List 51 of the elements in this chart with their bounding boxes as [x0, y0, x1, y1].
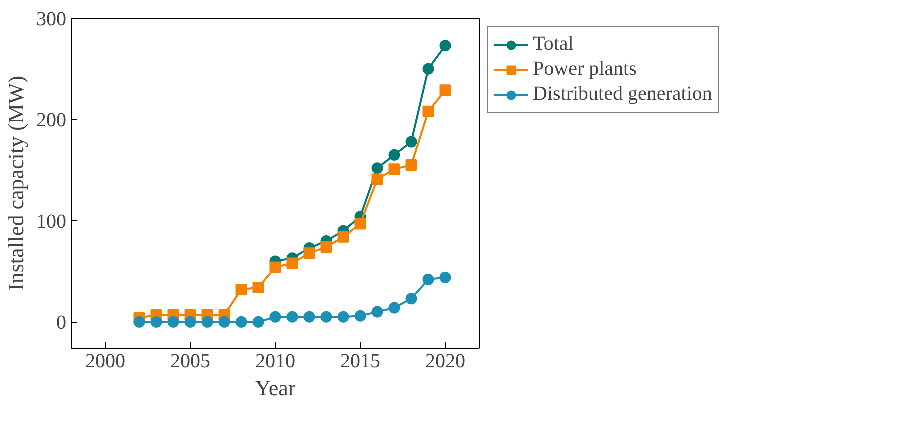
point [354, 218, 366, 230]
point [236, 284, 248, 296]
point [202, 316, 214, 328]
point [422, 274, 434, 286]
point [320, 242, 332, 254]
y-tick-label: 0 [56, 312, 66, 334]
legend-label: Distributed generation [533, 83, 712, 106]
x-tick-label: 2015 [340, 350, 380, 372]
point [320, 311, 332, 323]
point [406, 293, 418, 305]
point [304, 248, 316, 260]
x-tick-label: 2005 [170, 350, 210, 372]
point [338, 311, 350, 323]
point [236, 316, 248, 328]
x-tick-label: 2010 [256, 350, 296, 372]
point [270, 311, 282, 323]
point [168, 316, 180, 328]
point [388, 164, 400, 176]
y-tick-label: 200 [36, 110, 66, 132]
point [134, 316, 146, 328]
point [440, 40, 452, 52]
point [286, 258, 298, 270]
point [252, 282, 264, 294]
x-tick-label: 2020 [426, 350, 466, 372]
y-tick-label: 100 [36, 210, 66, 233]
point [150, 316, 162, 328]
point [406, 160, 418, 172]
point [388, 302, 400, 314]
point [372, 162, 384, 174]
point [338, 231, 350, 243]
x-axis-title: Year [255, 376, 296, 400]
point [218, 316, 230, 328]
point [372, 174, 384, 186]
point [440, 272, 452, 284]
point [304, 311, 316, 323]
y-axis-title: Installed capacity (MW) [4, 76, 28, 292]
legend-label: Total [533, 33, 574, 56]
point [440, 84, 452, 96]
point [388, 149, 400, 161]
point [270, 262, 282, 274]
point [422, 106, 434, 118]
point [252, 316, 264, 328]
y-tick-label: 300 [36, 8, 66, 30]
point [184, 316, 196, 328]
point [354, 310, 366, 322]
point [286, 311, 298, 323]
point [372, 306, 384, 318]
point [422, 63, 434, 75]
legend-label: Power plants [533, 58, 637, 81]
x-tick-label: 2000 [86, 350, 126, 372]
point [406, 136, 418, 148]
